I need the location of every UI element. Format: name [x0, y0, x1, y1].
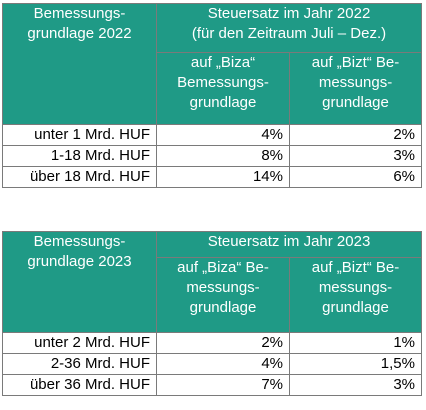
bizt-rate: 1%	[289, 332, 422, 354]
row-label: über 36 Mrd. HUF	[2, 374, 157, 396]
bizt-rate: 2%	[288, 124, 423, 146]
header-bizt: auf „Bizt“ Be- messungs- grundlage	[289, 256, 422, 334]
header-steuersatz: Steuersatz im Jahr 2023	[156, 231, 422, 258]
header-bizt-text: auf „Bizt“ Be- messungs- grundlage	[311, 53, 400, 111]
header-steuersatz-text: Steuersatz im Jahr 2022 (für den Zeitrau…	[191, 5, 387, 42]
table-row: unter 1 Mrd. HUF 4% 2%	[2, 124, 423, 146]
header-bemessungsgrundlage: Bemessungs- grundlage 2023	[2, 231, 157, 333]
header-steuersatz: Steuersatz im Jahr 2022 (für den Zeitrau…	[155, 3, 423, 53]
header-biza-text: auf „Biza“ Be- messungs- grundlage	[177, 258, 269, 316]
header-biza: auf „Biza“ Be- messungs- grundlage	[156, 256, 290, 334]
row-label: 1-18 Mrd. HUF	[2, 145, 157, 167]
table-row: 1-18 Mrd. HUF 8% 3%	[2, 145, 423, 167]
row-label: über 18 Mrd. HUF	[2, 166, 157, 188]
table-row: über 36 Mrd. HUF 7% 3%	[2, 374, 422, 396]
bizt-rate: 1,5%	[289, 353, 422, 375]
biza-rate: 8%	[156, 145, 290, 167]
table-row: 2-36 Mrd. HUF 4% 1,5%	[2, 353, 422, 375]
table-row: unter 2 Mrd. HUF 2% 1%	[2, 332, 422, 354]
tax-table-2023: Bemessungs- grundlage 2023 Steuersatz im…	[2, 231, 422, 396]
biza-rate: 4%	[156, 124, 290, 146]
tax-table-2022: Bemessungs- grundlage 2022 Steuersatz im…	[2, 3, 423, 188]
header-biza-text: auf „Biza“ Bemessungs- grundlage	[177, 53, 269, 111]
row-label: unter 2 Mrd. HUF	[2, 332, 157, 354]
biza-rate: 7%	[156, 374, 290, 396]
header-biza: auf „Biza“ Bemessungs- grundlage	[156, 51, 290, 126]
row-label: 2-36 Mrd. HUF	[2, 353, 157, 375]
header-bemessungsgrundlage-text: Bemessungs- grundlage 2022	[27, 5, 132, 42]
header-bizt: auf „Bizt“ Be- messungs- grundlage	[288, 51, 423, 126]
header-steuersatz-text: Steuersatz im Jahr 2023	[207, 233, 371, 250]
biza-rate: 4%	[156, 353, 290, 375]
header-bemessungsgrundlage: Bemessungs- grundlage 2022	[2, 3, 157, 125]
biza-rate: 2%	[156, 332, 290, 354]
bizt-rate: 3%	[288, 145, 423, 167]
header-bemessungsgrundlage-text: Bemessungs- grundlage 2023	[27, 233, 132, 270]
bizt-rate: 3%	[289, 374, 422, 396]
table-row: über 18 Mrd. HUF 14% 6%	[2, 166, 423, 188]
bizt-rate: 6%	[288, 166, 423, 188]
biza-rate: 14%	[156, 166, 290, 188]
header-bizt-text: auf „Bizt“ Be- messungs- grundlage	[311, 258, 400, 316]
row-label: unter 1 Mrd. HUF	[2, 124, 157, 146]
